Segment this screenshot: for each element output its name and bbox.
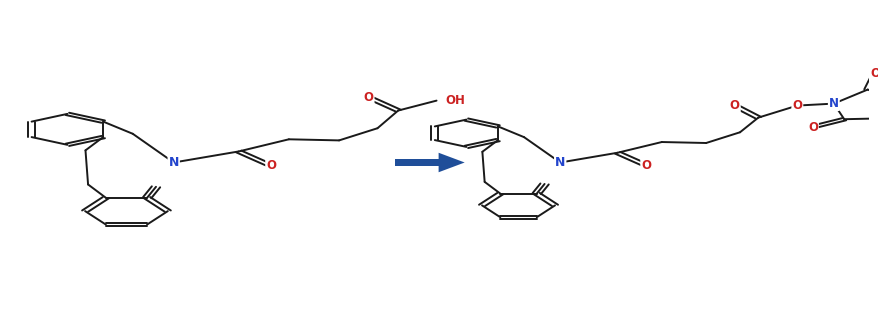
Text: N: N (554, 156, 565, 169)
Text: O: O (640, 159, 651, 172)
Text: O: O (791, 99, 802, 112)
Polygon shape (395, 159, 438, 166)
Text: O: O (869, 68, 878, 81)
Text: O: O (363, 91, 373, 104)
Text: N: N (169, 156, 179, 169)
Polygon shape (438, 153, 464, 172)
Text: N: N (828, 97, 838, 110)
Text: O: O (729, 99, 739, 112)
Text: OH: OH (445, 94, 464, 107)
Text: O: O (266, 159, 276, 172)
Text: O: O (807, 121, 817, 134)
